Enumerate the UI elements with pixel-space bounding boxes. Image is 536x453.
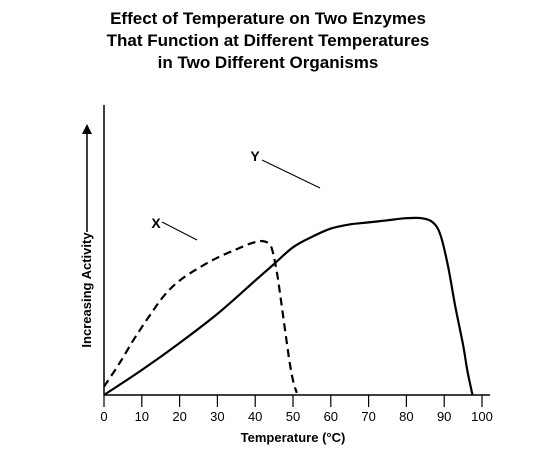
axes: 0 10 20 30 40 50 60 70 80 90 100 xyxy=(100,105,493,424)
title-line-2: That Function at Different Temperatures xyxy=(106,31,430,50)
x-tick-label: 10 xyxy=(135,409,149,424)
y-axis-label: Increasing Activity xyxy=(79,232,94,348)
series-y-line xyxy=(103,216,474,396)
chart-title: Effect of Temperature on Two Enzymes Tha… xyxy=(0,8,536,74)
x-tick-label: 40 xyxy=(248,409,262,424)
x-tick-label: 30 xyxy=(210,409,224,424)
y-arrow-head xyxy=(82,124,92,134)
title-line-1: Effect of Temperature on Two Enzymes xyxy=(110,9,426,28)
series-group xyxy=(103,216,474,396)
x-tick-label: 70 xyxy=(361,409,375,424)
series-y-label: Y xyxy=(250,148,260,164)
series-y-leader xyxy=(261,159,321,189)
x-axis-label: Temperature (°C) xyxy=(241,430,346,445)
x-tick-label: 100 xyxy=(471,409,493,424)
x-tick-label: 80 xyxy=(399,409,413,424)
series-x-leader xyxy=(161,221,198,241)
labels-group: Increasing Activity Temperature (°C) X Y xyxy=(79,124,345,445)
title-line-3: in Two Different Organisms xyxy=(157,53,379,72)
x-tick-label: 20 xyxy=(172,409,186,424)
series-x-line xyxy=(103,239,298,394)
x-tick-label: 50 xyxy=(286,409,300,424)
x-tick-label: 60 xyxy=(324,409,338,424)
x-tick-label: 90 xyxy=(437,409,451,424)
series-x-label: X xyxy=(151,215,161,231)
x-tick-label: 0 xyxy=(100,409,107,424)
